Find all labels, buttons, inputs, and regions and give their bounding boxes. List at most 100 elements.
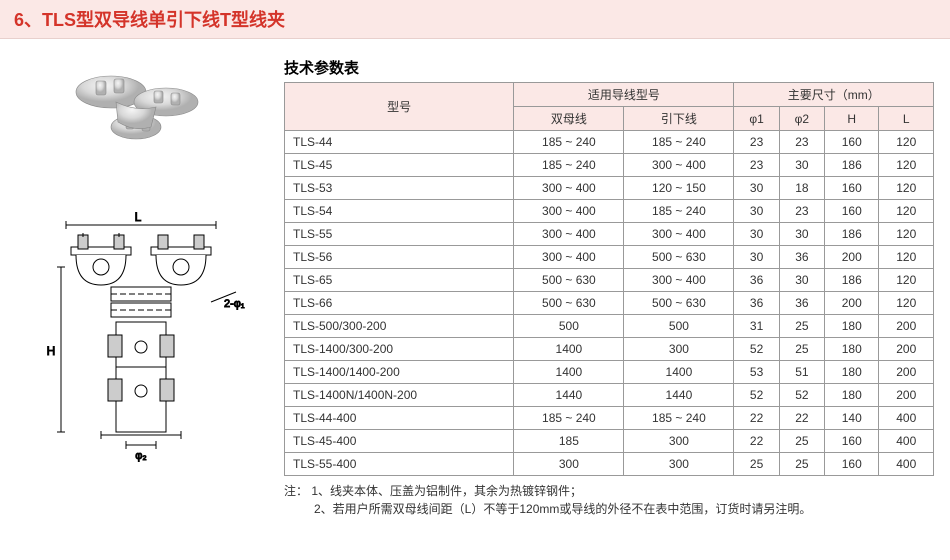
table-cell: TLS-44 [285,131,514,154]
table-cell: 1400 [624,361,734,384]
th-leadwire: 引下线 [624,107,734,131]
dim-label-L: L [135,210,142,224]
table-cell: TLS-56 [285,246,514,269]
table-cell: 500 ~ 630 [624,292,734,315]
table-row: TLS-56300 ~ 400500 ~ 6303036200120 [285,246,934,269]
page-header: 6、TLS型双导线单引下线T型线夹 [0,0,950,39]
table-cell: TLS-1400/300-200 [285,338,514,361]
table-row: TLS-65500 ~ 630300 ~ 4003630186120 [285,269,934,292]
table-cell: 25 [779,315,824,338]
table-cell: 200 [879,361,934,384]
table-cell: 180 [825,384,879,407]
table-cell: 200 [879,384,934,407]
th-dimensions: 主要尺寸（mm） [734,83,934,107]
table-cell: 300 ~ 400 [514,223,624,246]
table-cell: 500 [624,315,734,338]
table-cell: 1400 [514,338,624,361]
table-cell: 160 [825,131,879,154]
table-cell: 160 [825,453,879,476]
table-row: TLS-66500 ~ 630500 ~ 6303636200120 [285,292,934,315]
table-row: TLS-55300 ~ 400300 ~ 4003030186120 [285,223,934,246]
table-cell: 31 [734,315,779,338]
table-cell: 185 ~ 240 [514,407,624,430]
table-cell: 22 [779,407,824,430]
table-cell: 53 [734,361,779,384]
table-cell: 23 [734,154,779,177]
table-cell: 120 ~ 150 [624,177,734,200]
table-cell: 30 [779,154,824,177]
table-row: TLS-1400N/1400N-200144014405252180200 [285,384,934,407]
table-cell: 500 ~ 630 [514,269,624,292]
table-cell: 300 [624,453,734,476]
page-title: 6、TLS型双导线单引下线T型线夹 [14,6,936,32]
table-cell: 51 [779,361,824,384]
table-cell: 120 [879,269,934,292]
table-cell: 300 ~ 400 [514,177,624,200]
dim-label-phi2: φ₂ [135,450,146,462]
th-busbar: 双母线 [514,107,624,131]
table-cell: 185 ~ 240 [514,131,624,154]
spec-table: 型号 适用导线型号 主要尺寸（mm） 双母线 引下线 φ1 φ2 H L TLS… [284,82,934,476]
table-cell: 52 [779,384,824,407]
th-L: L [879,107,934,131]
table-cell: TLS-65 [285,269,514,292]
table-cell: 200 [879,315,934,338]
table-cell: 160 [825,177,879,200]
table-cell: TLS-45-400 [285,430,514,453]
table-cell: 22 [734,430,779,453]
th-applicable: 适用导线型号 [514,83,734,107]
table-cell: 200 [825,246,879,269]
table-cell: 25 [779,338,824,361]
table-cell: TLS-44-400 [285,407,514,430]
table-cell: TLS-66 [285,292,514,315]
table-cell: 52 [734,338,779,361]
table-cell: TLS-500/300-200 [285,315,514,338]
table-cell: 25 [734,453,779,476]
table-cell: 186 [825,269,879,292]
table-cell: 300 [514,453,624,476]
table-cell: 120 [879,292,934,315]
table-title: 技术参数表 [284,57,934,78]
table-cell: 160 [825,200,879,223]
table-cell: 1440 [624,384,734,407]
table-cell: 23 [734,131,779,154]
table-cell: TLS-1400N/1400N-200 [285,384,514,407]
table-cell: 120 [879,246,934,269]
dim-label-phi1: 2-φ₁ [224,298,245,310]
th-phi1: φ1 [734,107,779,131]
table-cell: TLS-54 [285,200,514,223]
table-cell: 300 ~ 400 [514,200,624,223]
th-model: 型号 [285,83,514,131]
table-cell: 300 ~ 400 [624,154,734,177]
table-cell: 1440 [514,384,624,407]
table-cell: 186 [825,223,879,246]
table-cell: 186 [825,154,879,177]
table-cell: 52 [734,384,779,407]
table-cell: 25 [779,453,824,476]
table-row: TLS-500/300-2005005003125180200 [285,315,934,338]
table-cell: TLS-45 [285,154,514,177]
table-cell: 30 [779,269,824,292]
table-cell: 120 [879,223,934,246]
note-line-1: 1、线夹本体、压盖为铝制件，其余为热镀锌钢件； [311,484,582,498]
th-phi2: φ2 [779,107,824,131]
table-cell: 180 [825,361,879,384]
table-row: TLS-45-4001853002225160400 [285,430,934,453]
left-column: L [16,57,266,518]
table-cell: 500 ~ 630 [514,292,624,315]
table-cell: 36 [734,292,779,315]
table-cell: 23 [779,131,824,154]
table-cell: 300 ~ 400 [514,246,624,269]
dim-label-H: H [47,344,56,358]
table-cell: 30 [734,200,779,223]
table-cell: 180 [825,338,879,361]
table-cell: 30 [734,223,779,246]
table-cell: 185 [514,430,624,453]
table-cell: 30 [779,223,824,246]
table-cell: 200 [879,338,934,361]
table-row: TLS-54300 ~ 400185 ~ 2403023160120 [285,200,934,223]
table-row: TLS-55-4003003002525160400 [285,453,934,476]
table-cell: 300 ~ 400 [624,269,734,292]
table-cell: 140 [825,407,879,430]
table-cell: TLS-55 [285,223,514,246]
